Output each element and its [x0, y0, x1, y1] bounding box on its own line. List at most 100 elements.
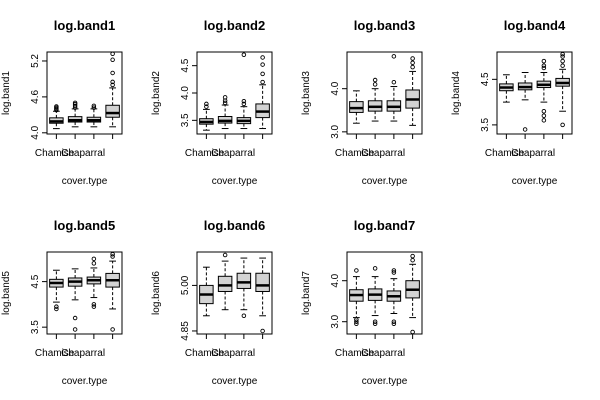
panel-4-box-3-outlier — [541, 63, 547, 68]
panel-7-ytick-label: 3.0 — [330, 314, 341, 328]
panel-6-category-label: Chamise — [185, 348, 225, 359]
panel-7-box-1-outlier — [354, 321, 359, 327]
panel-7-xlabel: cover.type — [362, 376, 408, 387]
panel-3-box-2-outlier — [372, 82, 378, 87]
panel-4-box-4-outlier — [560, 54, 565, 59]
panel-1: log.band1 log.band1 cover.type 4.0 4.6 5.2 Cha… — [1, 18, 123, 187]
panel-2-box-3-outlier — [241, 98, 247, 104]
panel-3-title: log.band3 — [354, 18, 415, 33]
panel-6-box-4 — [255, 257, 270, 334]
panel-6-box-4-iqr — [255, 272, 270, 292]
panel-1-box-4-outlier — [110, 51, 115, 57]
panel-5-box-3-outlier — [91, 304, 97, 309]
panel-1-box-4 — [105, 51, 120, 128]
panel-6-box-3-iqr — [236, 272, 252, 289]
panel-4-frame — [496, 51, 573, 135]
panel-5-box-4 — [105, 252, 120, 332]
panel-6-box-1 — [199, 266, 214, 317]
panel-5-box-1-outlier — [54, 306, 59, 312]
panel-7-box-4-outlier — [410, 253, 415, 259]
panel-7-box-2-outlier — [372, 321, 378, 327]
panel-2-box-1-outlier — [204, 104, 209, 109]
panel-5-box-1 — [49, 269, 64, 312]
panel-2-box-4-outlier — [260, 71, 265, 77]
panel-3-box-1 — [349, 90, 364, 124]
panel-7-box-4 — [405, 253, 420, 335]
panel-6-box-3-outlier — [241, 313, 247, 319]
panel-1-ytick-label: 4.0 — [30, 125, 41, 139]
panel-7-box-3-outlier — [391, 268, 397, 273]
panel-2-ylabel: log.band2 — [151, 71, 162, 115]
panel-1-box-3-outlier — [91, 103, 97, 109]
panel-5-box-3-outlier — [91, 256, 97, 262]
panel-2-box-1 — [199, 101, 214, 131]
panel-5-box-2 — [67, 268, 83, 332]
panel-4-box-4-outlier — [560, 63, 565, 68]
panel-4-category-label: Chaparral — [511, 148, 555, 159]
panel-1-title: log.band1 — [54, 18, 115, 33]
panel-1-box-4-outlier — [110, 79, 115, 85]
panel-5-box-1-outlier — [54, 304, 59, 309]
panel-7-box-3 — [386, 268, 402, 327]
panel-6-ytick-label: 5.00 — [180, 275, 191, 295]
panel-5-box-2-outlier — [72, 327, 78, 332]
panel-2-box-3-outlier — [241, 52, 247, 57]
panel-1-box-4-iqr — [105, 104, 120, 118]
panel-7-box-3-outlier — [391, 319, 397, 324]
panel-6-ytick-label: 4.85 — [180, 321, 191, 341]
panel-6-box-4-outlier — [260, 328, 265, 334]
panel-3-category-label: Chamise — [335, 148, 375, 159]
panel-7-box-4-outlier — [410, 257, 415, 263]
panel-2: log.band2 log.band2 cover.type 3.5 4.0 4.5 Cha… — [151, 18, 273, 187]
panel-4-box-4-outlier — [560, 122, 565, 128]
panel-3-ytick-label: 3.0 — [330, 124, 341, 138]
panel-4-box-3-outlier — [541, 58, 547, 64]
panel-6: log.band6 log.band6 cover.type 4.85 5.00 Cham… — [151, 218, 273, 387]
panel-6-box-2-outlier — [222, 252, 228, 258]
panel-4-box-4-outlier — [560, 52, 565, 57]
panel-7-box-4-outlier — [410, 329, 415, 335]
panel-7-box-2-outlier — [372, 266, 378, 271]
panel-7-box-1 — [349, 268, 364, 327]
panel-6-title: log.band6 — [204, 218, 265, 233]
panel-7-box-3-outlier — [391, 270, 397, 275]
panel-4-box-3-outlier — [541, 118, 547, 123]
panel-2-box-2 — [217, 95, 233, 130]
panel-4-box-3-outlier — [541, 108, 547, 114]
panel-5-box-4-outlier — [110, 252, 115, 257]
panel-5-ytick-label: 3.5 — [30, 320, 41, 334]
panel-6-box-2-iqr — [217, 275, 233, 292]
panel-2-box-4-outlier — [260, 62, 265, 67]
panel-4: log.band4 log.band4 cover.type 3.5 4.5 Chamis… — [451, 18, 573, 187]
panel-1-box-4-outlier — [110, 82, 115, 88]
panel-6-category-label: Chaparral — [211, 348, 255, 359]
panel-7-box-2-outlier — [372, 319, 378, 324]
panel-2-box-2-outlier — [222, 100, 228, 106]
panel-5-title: log.band5 — [54, 218, 115, 233]
panel-7-box-1-outlier — [354, 317, 359, 322]
panel-5-box-3-outlier — [91, 261, 97, 266]
panel-3-xlabel: cover.type — [362, 176, 408, 187]
panel-5-box-3 — [86, 256, 102, 309]
panel-7: log.band7 log.band7 cover.type 3.0 4.0 Chamis… — [301, 218, 423, 387]
panel-5-ytick-label: 4.5 — [30, 274, 41, 288]
panel-2-box-4-outlier — [260, 55, 265, 60]
panel-2-box-4 — [255, 55, 270, 130]
panel-1-box-3-outlier — [91, 105, 97, 110]
panel-2-ytick-label: 4.0 — [180, 86, 191, 100]
panel-5: log.band5 log.band5 cover.type 3.5 4.5 Chamis… — [1, 218, 123, 387]
panel-4-box-4 — [555, 52, 570, 128]
panel-2-box-2-outlier — [222, 95, 228, 100]
panel-2-box-3 — [236, 52, 252, 130]
panel-4-box-1 — [499, 74, 514, 103]
panel-2-category-label: Chamise — [185, 148, 225, 159]
panel-2-xlabel: cover.type — [212, 176, 258, 187]
panel-3-box-2 — [367, 77, 383, 122]
panel-4-box-2-outlier — [522, 127, 528, 132]
panel-3-ylabel: log.band3 — [301, 71, 312, 115]
panel-6-box-2 — [217, 252, 233, 311]
panel-5-ylabel: log.band5 — [1, 271, 12, 315]
panel-7-box-1-outlier — [354, 268, 359, 273]
panel-3-box-4-outlier — [410, 56, 415, 61]
panel-6-box-3 — [236, 257, 252, 319]
